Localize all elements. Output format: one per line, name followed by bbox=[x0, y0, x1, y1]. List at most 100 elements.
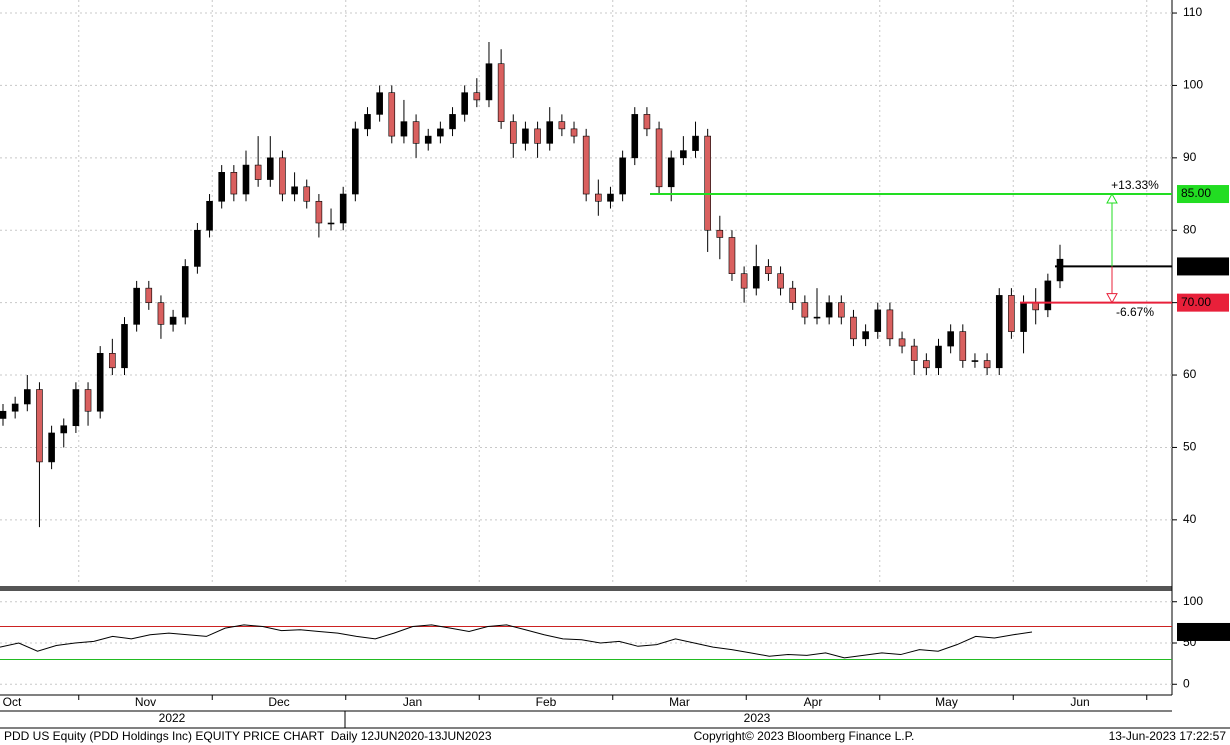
x-tick-label: Apr bbox=[804, 695, 823, 709]
candle-body bbox=[36, 389, 43, 463]
candle-body bbox=[534, 128, 541, 144]
level-label: 70.00 bbox=[1181, 295, 1211, 309]
candle-body bbox=[60, 425, 68, 434]
candle-body bbox=[607, 193, 614, 202]
x-tick-label: Feb bbox=[536, 695, 557, 709]
candle-body bbox=[995, 295, 1003, 369]
candle-body bbox=[850, 316, 857, 340]
candle-body bbox=[412, 121, 420, 144]
candle-body bbox=[133, 287, 140, 325]
candle-body bbox=[619, 157, 626, 195]
y-tick-label: 50 bbox=[1183, 440, 1197, 454]
level-change: +13.33% bbox=[1111, 178, 1159, 192]
candle-body bbox=[242, 164, 250, 195]
candle-body bbox=[862, 331, 869, 340]
rsi-line bbox=[0, 624, 1033, 659]
candle-body bbox=[667, 157, 675, 188]
candle-body bbox=[181, 266, 189, 318]
candle-body bbox=[449, 114, 456, 130]
candle-body bbox=[789, 287, 797, 303]
arrow-head bbox=[1106, 193, 1118, 204]
candle-body bbox=[364, 114, 371, 130]
candle-body bbox=[1056, 258, 1064, 282]
candle-body bbox=[910, 345, 918, 361]
level-badge bbox=[1177, 293, 1229, 312]
candle-body bbox=[473, 92, 481, 101]
x-tick-label: Mar bbox=[669, 695, 690, 709]
candle-body bbox=[497, 63, 505, 122]
year-label: 2022 bbox=[159, 711, 186, 725]
candle-body bbox=[716, 229, 724, 238]
candle-body bbox=[740, 273, 748, 289]
level-label: 75.00 bbox=[1181, 259, 1211, 273]
candle-body bbox=[874, 309, 882, 332]
footer-right: 13-Jun-2023 17:22:57 bbox=[1109, 729, 1227, 743]
candle-body bbox=[838, 302, 845, 318]
candle-body bbox=[157, 302, 165, 325]
candle-body bbox=[121, 324, 128, 369]
candle-body bbox=[935, 345, 942, 369]
candle-body bbox=[971, 360, 979, 362]
candle-body bbox=[254, 164, 262, 180]
candle-body bbox=[522, 128, 529, 144]
candle-body bbox=[315, 200, 323, 224]
candle-body bbox=[291, 186, 298, 195]
candle-body bbox=[886, 309, 894, 340]
level-badge bbox=[1177, 257, 1229, 276]
candle-body bbox=[983, 360, 991, 369]
candle-body bbox=[266, 157, 274, 180]
candle-body bbox=[145, 287, 153, 303]
candle-body bbox=[631, 114, 639, 159]
candle-body bbox=[327, 222, 335, 225]
candle-body bbox=[582, 135, 590, 195]
candle-body bbox=[801, 302, 809, 318]
candle-body bbox=[752, 266, 760, 289]
x-tick-label: Dec bbox=[268, 695, 289, 709]
candle-body bbox=[813, 316, 821, 319]
candle-body bbox=[546, 121, 554, 144]
level-badge bbox=[1177, 185, 1229, 204]
candle-body bbox=[643, 114, 651, 130]
candle-body bbox=[1044, 280, 1052, 311]
y-tick-label: 60 bbox=[1183, 367, 1197, 381]
x-tick-label: Nov bbox=[135, 695, 156, 709]
candle-body bbox=[509, 121, 517, 144]
candle-body bbox=[11, 403, 19, 412]
candle-body bbox=[570, 128, 578, 137]
candle-body bbox=[424, 135, 432, 144]
candle-body bbox=[558, 121, 566, 130]
footer-left: PDD US Equity (PDD Holdings Inc) EQUITY … bbox=[4, 729, 492, 743]
candle-body bbox=[169, 316, 177, 325]
candle-body bbox=[923, 360, 930, 369]
candle-body bbox=[898, 338, 906, 347]
candle-body bbox=[1008, 295, 1015, 332]
candle-body bbox=[352, 128, 359, 195]
candle-body bbox=[84, 389, 92, 412]
year-label: 2023 bbox=[744, 711, 771, 725]
candle-body bbox=[194, 229, 201, 267]
candle-body bbox=[400, 121, 408, 137]
candle-body bbox=[704, 135, 711, 231]
candle-body bbox=[303, 186, 311, 202]
candle-body bbox=[825, 302, 833, 318]
candle-body bbox=[376, 92, 383, 115]
x-tick-label: Oct bbox=[3, 695, 22, 709]
candle-body bbox=[485, 63, 493, 101]
candle-body bbox=[437, 128, 444, 137]
x-tick-label: May bbox=[935, 695, 958, 709]
level-change: -6.67% bbox=[1116, 305, 1154, 319]
x-tick-label: Jun bbox=[1070, 695, 1089, 709]
level-label: 85.00 bbox=[1181, 186, 1211, 200]
candle-body bbox=[728, 237, 736, 274]
candle-body bbox=[680, 150, 687, 159]
candle-body bbox=[96, 353, 104, 412]
footer-center: Copyright© 2023 Bloomberg Finance L.P. bbox=[694, 729, 915, 743]
rsi-y-tick-label: 0 bbox=[1183, 676, 1190, 690]
candle-body bbox=[339, 193, 347, 224]
candle-body bbox=[1020, 302, 1027, 332]
candle-body bbox=[655, 128, 663, 188]
candle-body bbox=[388, 92, 396, 137]
